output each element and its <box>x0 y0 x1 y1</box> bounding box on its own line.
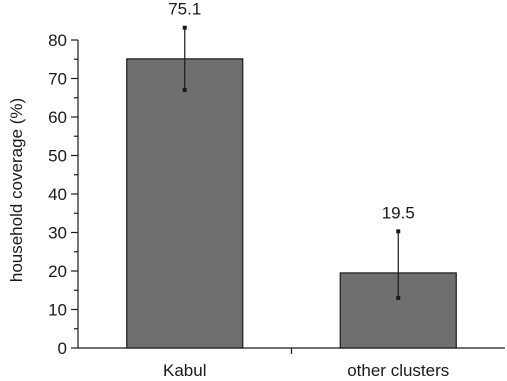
error-bar-cap-low <box>396 295 401 300</box>
error-bar-cap-high <box>182 25 187 30</box>
y-tick-label: 30 <box>48 224 67 243</box>
y-tick-label: 50 <box>48 147 67 166</box>
bar <box>339 272 457 349</box>
x-category-label: other clusters <box>347 361 449 380</box>
y-tick-label: 60 <box>48 108 67 127</box>
y-tick-label: 70 <box>48 70 67 89</box>
y-axis-title: household coverage (%) <box>7 98 26 282</box>
data-label: 75.1 <box>168 0 201 19</box>
y-tick-label: 10 <box>48 301 67 320</box>
y-tick-label: 0 <box>58 339 67 358</box>
y-tick-label: 20 <box>48 262 67 281</box>
bars: 75.1 19.5 <box>126 0 457 349</box>
data-label: 19.5 <box>382 203 415 222</box>
y-tick-label: 80 <box>48 31 67 50</box>
x-category-label: Kabul <box>163 361 206 380</box>
y-tick-label: 40 <box>48 185 67 204</box>
x-axis: Kabul other clusters <box>78 347 505 380</box>
error-bar-cap-high <box>396 229 401 234</box>
bar <box>126 58 244 349</box>
error-bar-cap-low <box>182 88 187 93</box>
y-axis: 0 10 20 30 40 50 60 70 80 <box>48 31 79 358</box>
